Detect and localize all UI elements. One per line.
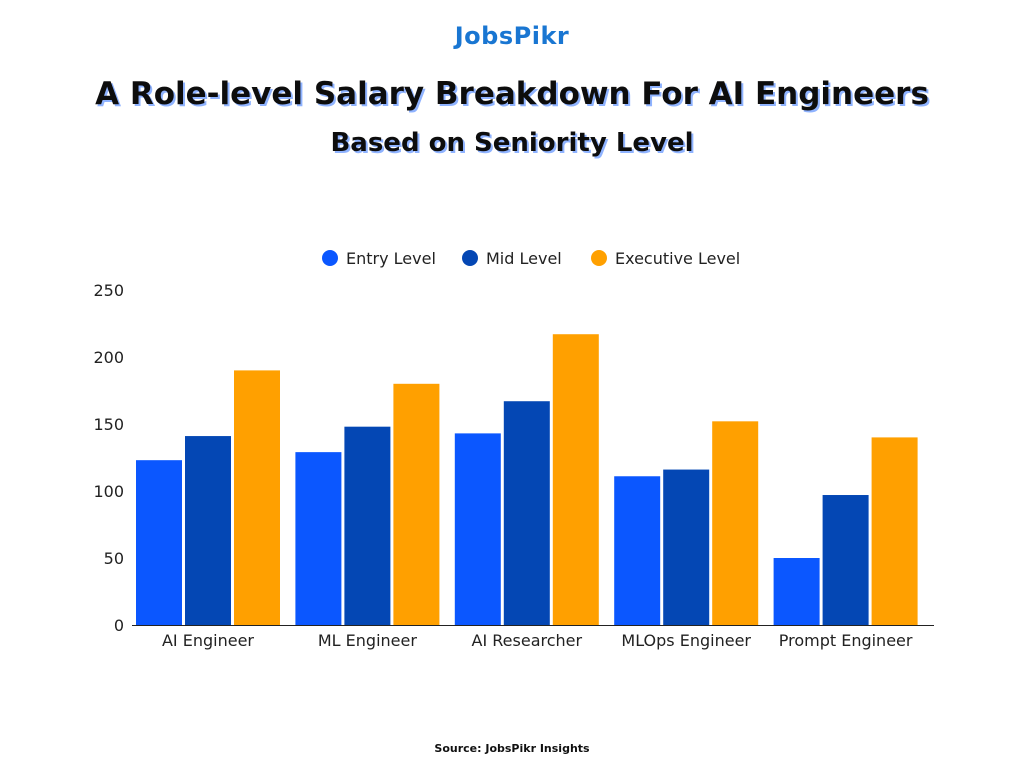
legend-item: Entry Level bbox=[322, 249, 436, 268]
x-tick-label: MLOps Engineer bbox=[621, 631, 751, 650]
legend-swatch bbox=[462, 250, 478, 266]
legend-label: Mid Level bbox=[486, 249, 562, 268]
legend-item: Mid Level bbox=[462, 249, 562, 268]
bar-entry-level bbox=[773, 558, 820, 625]
y-tick-label: 150 bbox=[93, 415, 124, 434]
bar-entry-level bbox=[614, 476, 661, 625]
y-tick-label: 0 bbox=[114, 616, 124, 635]
y-tick-label: 100 bbox=[93, 482, 124, 501]
bar-mid-level bbox=[185, 436, 231, 625]
bar-entry-level bbox=[454, 433, 501, 625]
legend-label: Executive Level bbox=[615, 249, 740, 268]
y-tick-label: 50 bbox=[104, 549, 124, 568]
bar-executive-level bbox=[712, 421, 759, 625]
bar-executive-level bbox=[871, 437, 918, 625]
bar-executive-level bbox=[393, 383, 440, 625]
y-tick-label: 250 bbox=[93, 281, 124, 300]
y-tick-label: 200 bbox=[93, 348, 124, 367]
bar-executive-level bbox=[234, 370, 280, 625]
legend-item: Executive Level bbox=[591, 249, 740, 268]
chart-subtitle: Based on Seniority Level bbox=[330, 128, 694, 158]
legend-label: Entry Level bbox=[346, 249, 436, 268]
bar-mid-level bbox=[344, 426, 391, 625]
bar-mid-level bbox=[663, 469, 710, 625]
bar-executive-level bbox=[552, 334, 599, 625]
chart-title: A Role-level Salary Breakdown For AI Eng… bbox=[95, 76, 929, 112]
bar-entry-level bbox=[295, 452, 342, 625]
legend-swatch bbox=[591, 250, 607, 266]
bar-mid-level bbox=[822, 495, 869, 625]
x-tick-label: ML Engineer bbox=[318, 631, 417, 650]
x-tick-label: Prompt Engineer bbox=[779, 631, 913, 650]
brand-logo: JobsPikr bbox=[454, 22, 570, 50]
bar-entry-level bbox=[136, 460, 182, 625]
x-tick-label: AI Researcher bbox=[472, 631, 583, 650]
x-tick-label: AI Engineer bbox=[162, 631, 254, 650]
bar-mid-level bbox=[503, 401, 550, 625]
legend-swatch bbox=[322, 250, 338, 266]
source-note: Source: JobsPikr Insights bbox=[434, 742, 590, 755]
